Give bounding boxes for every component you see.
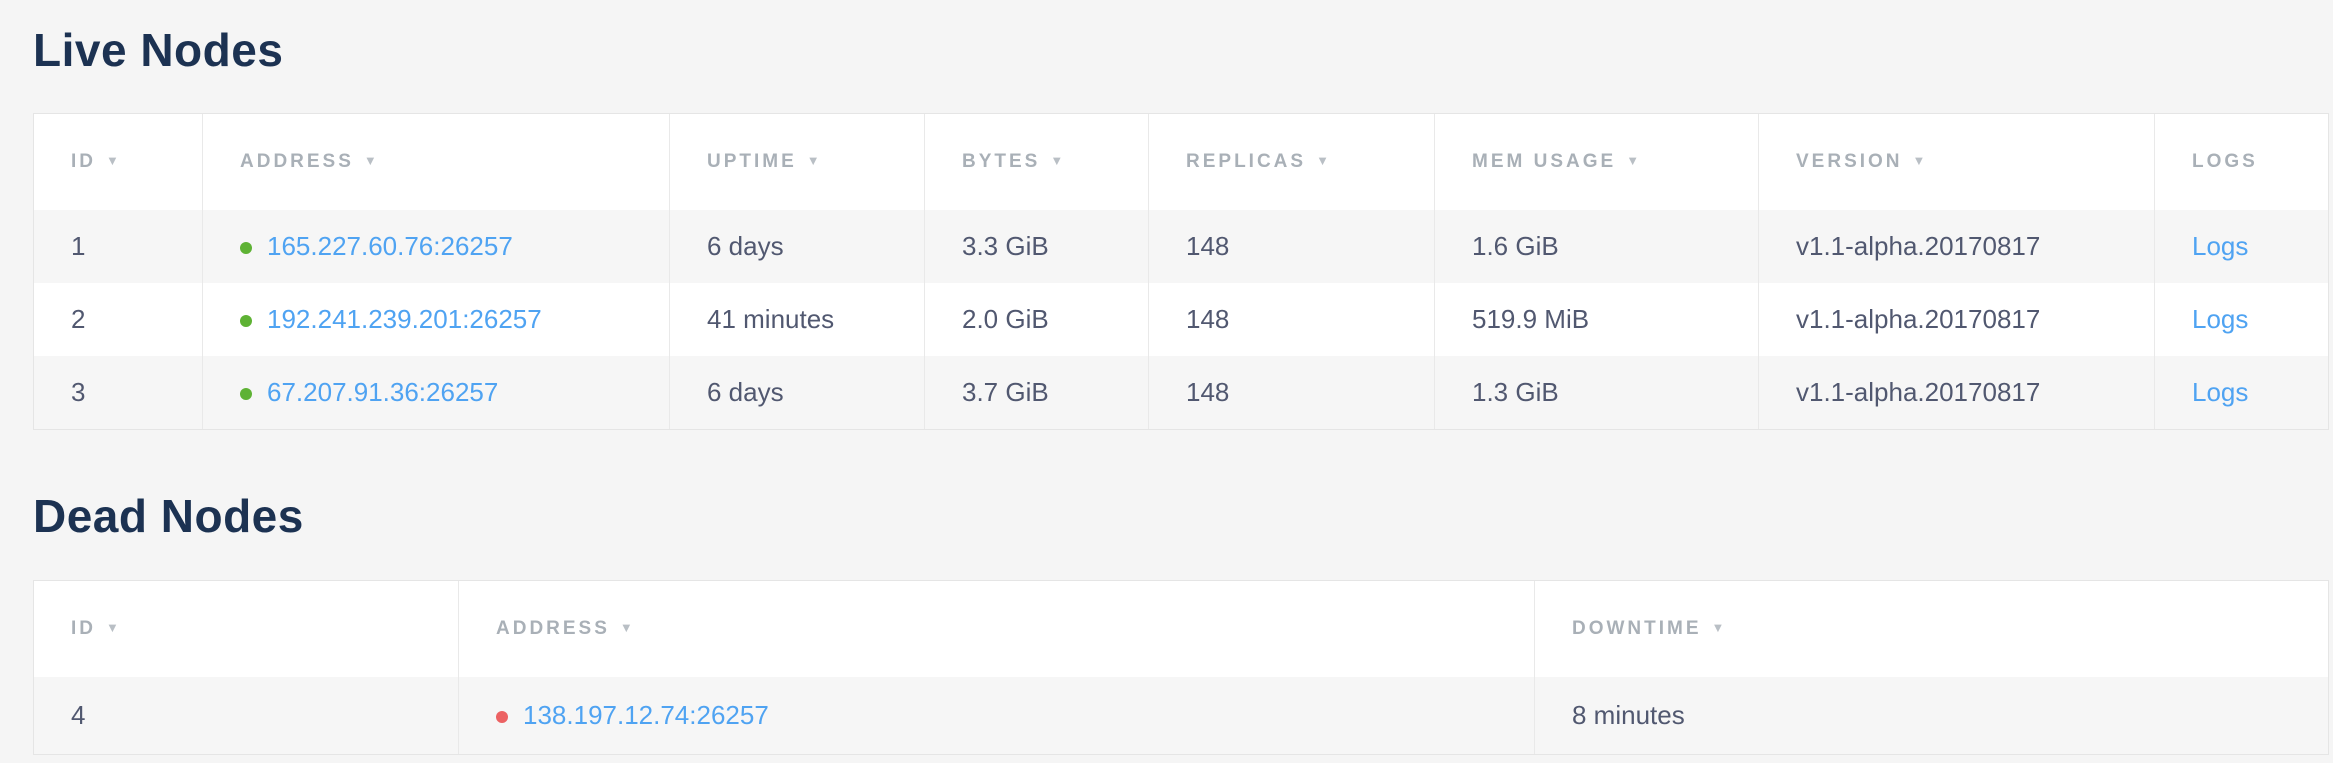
column-header-replicas[interactable]: REPLICAS ▼: [1148, 114, 1434, 211]
column-header-label: ADDRESS: [240, 151, 354, 173]
column-header-label: VERSION: [1796, 151, 1903, 173]
sort-arrow-icon: ▼: [363, 153, 380, 169]
node-address-link[interactable]: 138.197.12.74:26257: [523, 699, 769, 730]
node-version-cell: v1.1-alpha.20170817: [1758, 210, 2154, 284]
dead-nodes-title: Dead Nodes: [33, 490, 304, 543]
table-row: 3 67.207.91.36:26257 6 days 3.7 GiB 148 …: [34, 356, 2328, 430]
live-status-dot-icon: [240, 388, 252, 401]
column-header-label: LOGS: [2192, 151, 2258, 173]
column-header-uptime[interactable]: UPTIME ▼: [669, 114, 924, 211]
node-uptime-cell: 6 days: [669, 356, 924, 430]
sort-arrow-icon: ▼: [1912, 153, 1929, 169]
header-row: ID ▼ ADDRESS ▼ UPTIME ▼ BYTES ▼ REPLICAS ▼ ME…: [34, 114, 2328, 211]
column-header-label: DOWNTIME: [1572, 617, 1702, 639]
node-replicas-cell: 148: [1148, 356, 1434, 430]
node-bytes-cell: 3.7 GiB: [924, 356, 1148, 430]
column-header-label: ID: [71, 617, 96, 639]
node-address-cell: 192.241.239.201:26257: [202, 283, 669, 357]
node-bytes-cell: 2.0 GiB: [924, 283, 1148, 357]
column-header-mem-usage[interactable]: MEM USAGE ▼: [1434, 114, 1758, 211]
live-nodes-table-header: ID ▼ ADDRESS ▼ UPTIME ▼ BYTES ▼ REPLICAS ▼ ME…: [34, 114, 2328, 211]
node-uptime-cell: 41 minutes: [669, 283, 924, 357]
sort-arrow-icon: ▼: [1626, 153, 1643, 169]
node-version-cell: v1.1-alpha.20170817: [1758, 283, 2154, 357]
node-logs-cell: Logs: [2154, 210, 2328, 284]
live-nodes-table: ID ▼ ADDRESS ▼ UPTIME ▼ BYTES ▼ REPLICAS ▼ ME…: [33, 113, 2329, 431]
node-address-link[interactable]: 192.241.239.201:26257: [267, 304, 542, 335]
column-header-bytes[interactable]: BYTES ▼: [924, 114, 1148, 211]
node-logs-link[interactable]: Logs: [2192, 304, 2249, 335]
column-header-id[interactable]: ID ▼: [34, 114, 202, 211]
column-header-label: ADDRESS: [496, 617, 610, 639]
node-replicas-cell: 148: [1148, 210, 1434, 284]
column-header-logs: LOGS: [2154, 114, 2328, 211]
column-header-downtime[interactable]: DOWNTIME ▼: [1534, 580, 2328, 677]
column-header-label: BYTES: [962, 151, 1041, 173]
live-status-dot-icon: [240, 242, 252, 255]
dead-status-dot-icon: [496, 710, 508, 723]
column-header-label: REPLICAS: [1186, 151, 1307, 173]
column-header-address[interactable]: ADDRESS ▼: [202, 114, 669, 211]
node-replicas-cell: 148: [1148, 283, 1434, 357]
node-downtime-cell: 8 minutes: [1534, 676, 2328, 754]
sort-arrow-icon: ▼: [619, 619, 636, 635]
node-logs-cell: Logs: [2154, 283, 2328, 357]
column-header-address[interactable]: ADDRESS ▼: [458, 580, 1534, 677]
sort-arrow-icon: ▼: [106, 153, 122, 169]
column-header-label: ID: [71, 151, 96, 173]
node-address-cell: 165.227.60.76:26257: [202, 210, 669, 284]
dead-nodes-table: ID ▼ ADDRESS ▼ DOWNTIME ▼ 4 138.197.12.74:2…: [33, 579, 2329, 755]
node-logs-link[interactable]: Logs: [2192, 377, 2249, 408]
header-row: ID ▼ ADDRESS ▼ DOWNTIME ▼: [34, 580, 2328, 677]
node-address-link[interactable]: 67.207.91.36:26257: [267, 377, 499, 408]
table-row: 1 165.227.60.76:26257 6 days 3.3 GiB 148…: [34, 210, 2328, 284]
node-bytes-cell: 3.3 GiB: [924, 210, 1148, 284]
node-address-cell: 67.207.91.36:26257: [202, 356, 669, 430]
sort-arrow-icon: ▼: [806, 153, 823, 169]
node-address-cell: 138.197.12.74:26257: [458, 676, 1534, 754]
column-header-label: UPTIME: [707, 151, 797, 173]
node-id-cell: 4: [71, 699, 86, 730]
column-header-version[interactable]: VERSION ▼: [1758, 114, 2154, 211]
node-mem-usage-cell: 1.3 GiB: [1434, 356, 1758, 430]
column-header-label: MEM USAGE: [1472, 151, 1617, 173]
sort-arrow-icon: ▼: [1711, 619, 1728, 635]
node-id-cell: 2: [71, 304, 86, 335]
live-nodes-title: Live Nodes: [33, 24, 284, 76]
table-row: 2 192.241.239.201:26257 41 minutes 2.0 G…: [34, 283, 2328, 357]
node-mem-usage-cell: 1.6 GiB: [1434, 210, 1758, 284]
node-logs-link[interactable]: Logs: [2192, 231, 2249, 262]
sort-arrow-icon: ▼: [106, 619, 122, 635]
column-header-id[interactable]: ID ▼: [34, 580, 458, 677]
dead-nodes-table-header: ID ▼ ADDRESS ▼ DOWNTIME ▼: [34, 580, 2328, 677]
node-uptime-cell: 6 days: [669, 210, 924, 284]
table-row: 4 138.197.12.74:26257 8 minutes: [34, 676, 2328, 754]
live-status-dot-icon: [240, 315, 252, 328]
node-id-cell: 3: [71, 377, 86, 408]
sort-arrow-icon: ▼: [1316, 153, 1332, 169]
node-mem-usage-cell: 519.9 MiB: [1434, 283, 1758, 357]
node-version-cell: v1.1-alpha.20170817: [1758, 356, 2154, 430]
node-id-cell: 1: [71, 231, 86, 262]
sort-arrow-icon: ▼: [1050, 153, 1067, 169]
node-logs-cell: Logs: [2154, 356, 2328, 430]
node-address-link[interactable]: 165.227.60.76:26257: [267, 231, 513, 262]
